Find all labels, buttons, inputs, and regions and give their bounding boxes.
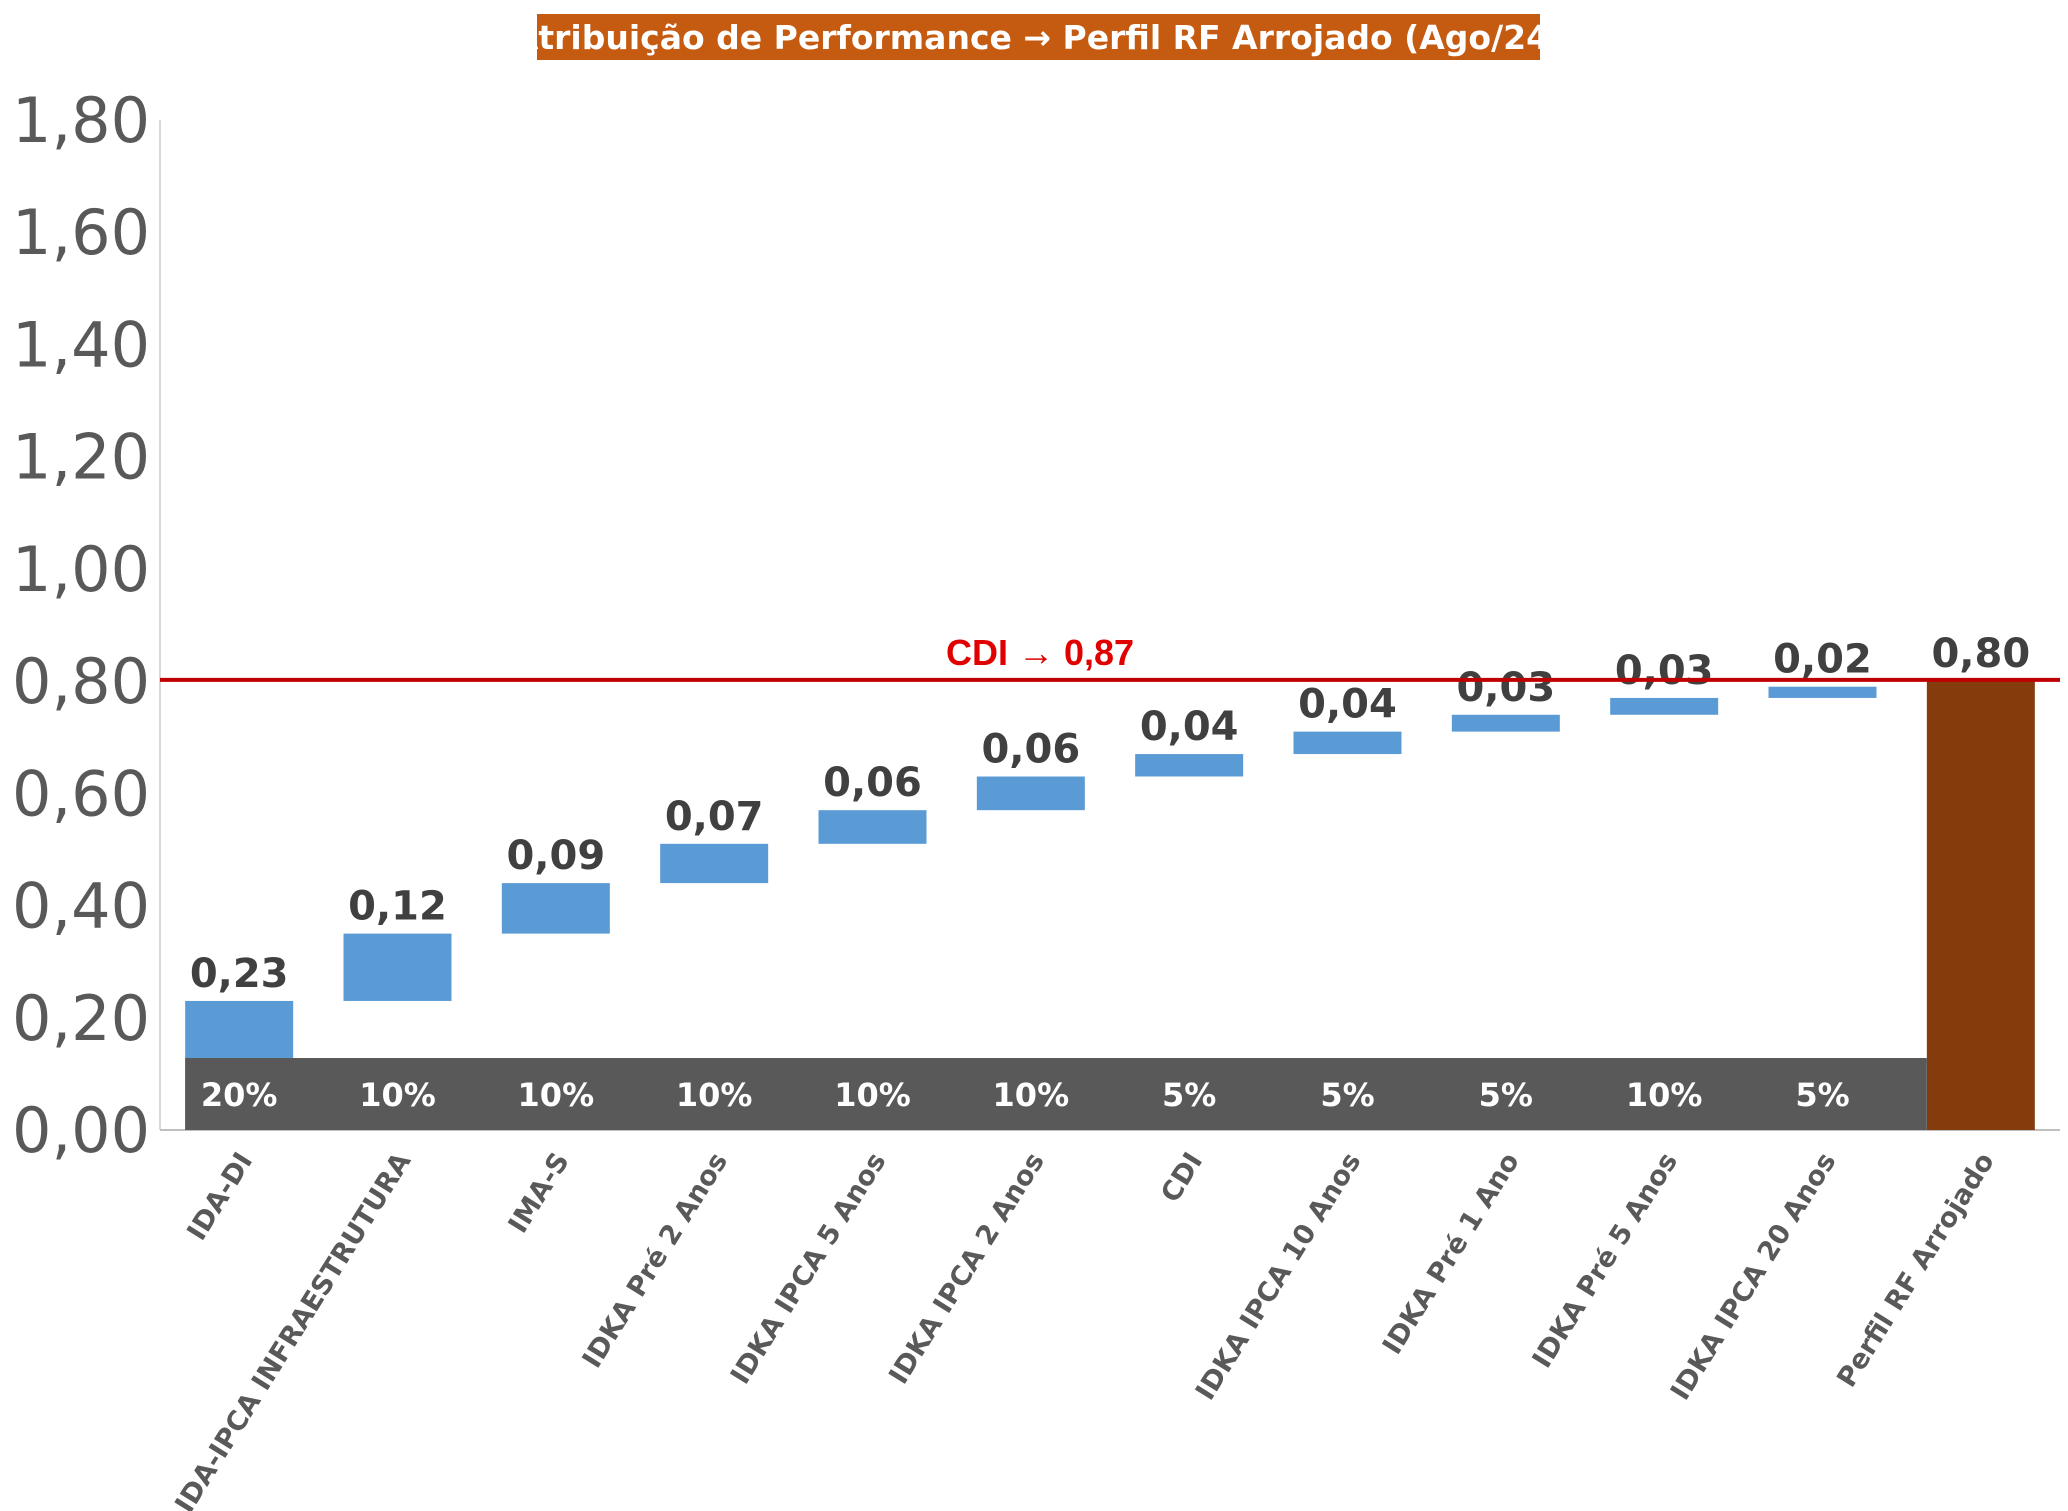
increment-bar [818, 810, 927, 844]
y-tick-label: 1,00 [12, 533, 150, 606]
x-category-label: IDKA Pré 5 Anos [1527, 1147, 1684, 1373]
data-label: 0,04 [1140, 704, 1239, 750]
increment-bar [1768, 686, 1877, 698]
increment-bar [343, 933, 452, 1001]
y-tick-label: 1,60 [12, 196, 150, 269]
increment-bar [1451, 714, 1560, 732]
weight-label: 10% [518, 1076, 595, 1114]
data-label: 0,80 [1931, 631, 2030, 677]
data-label: 0,02 [1773, 637, 1872, 683]
data-label: 0,04 [1298, 682, 1397, 728]
y-tick-label: 0,40 [12, 870, 150, 943]
data-label: 0,23 [190, 951, 289, 997]
weight-label: 10% [1626, 1076, 1703, 1114]
total-bar [1926, 681, 2035, 1130]
weights-band-background [185, 1058, 1927, 1130]
weight-label: 5% [1795, 1076, 1849, 1114]
weight-label: 10% [359, 1076, 436, 1114]
data-label: 0,07 [665, 794, 764, 840]
data-label: 0,06 [981, 727, 1080, 773]
data-label: 0,03 [1615, 648, 1714, 694]
data-label: 0,03 [1456, 665, 1555, 711]
weight-label: 10% [834, 1076, 911, 1114]
y-tick-label: 1,20 [12, 421, 150, 494]
y-tick-label: 1,80 [12, 84, 150, 157]
y-tick-label: 0,00 [12, 1094, 150, 1167]
weight-label: 5% [1479, 1076, 1533, 1114]
x-category-label: IDKA IPCA 20 Anos [1665, 1147, 1842, 1405]
cdi-reference-label: CDI → 0,87 [946, 632, 1134, 673]
increment-bar [1610, 697, 1719, 715]
x-category-label: IDKA IPCA 5 Anos [725, 1147, 893, 1389]
increment-bar [1135, 754, 1244, 777]
data-label: 0,06 [823, 760, 922, 806]
y-tick-label: 0,80 [12, 645, 150, 718]
x-category-label: IDKA IPCA 2 Anos [883, 1147, 1051, 1389]
x-category-label: IDKA IPCA 10 Anos [1190, 1147, 1367, 1405]
data-label: 0,09 [506, 833, 605, 879]
increment-bar [1293, 731, 1402, 755]
increment-bar [501, 883, 610, 934]
y-tick-label: 0,60 [12, 757, 150, 830]
bars [185, 681, 2035, 1130]
weight-label: 10% [993, 1076, 1070, 1114]
x-category-label: IDKA Pré 2 Anos [577, 1147, 734, 1373]
axes: 0,00 0,20 0,40 0,60 0,80 1,00 1,20 1,40 1,60 1,80 [12, 84, 2060, 1167]
x-category-label: IDA-DI [181, 1147, 259, 1246]
x-category-label: Perfil RF Arrojado [1831, 1147, 2000, 1393]
y-tick-label: 0,20 [12, 982, 150, 1055]
increment-bar [660, 843, 769, 884]
weight-label: 5% [1320, 1076, 1374, 1114]
weight-label: 10% [676, 1076, 753, 1114]
chart-title: Atribuição de Performance → Perfil RF Ar… [513, 14, 1564, 60]
x-category-label: CDI [1155, 1147, 1209, 1208]
weights-band: 20% 10% 10% 10% 10% 10% 5% 5% 5% 10% 5% [185, 1058, 1927, 1130]
data-label: 0,12 [348, 884, 447, 930]
increment-bar [976, 776, 1085, 811]
weight-label: 20% [201, 1076, 278, 1114]
x-category-label: IDKA Pré 1 Ano [1377, 1147, 1526, 1360]
y-tick-label: 1,40 [12, 308, 150, 381]
weight-label: 5% [1162, 1076, 1216, 1114]
x-category-label: IMA-S [503, 1147, 576, 1238]
